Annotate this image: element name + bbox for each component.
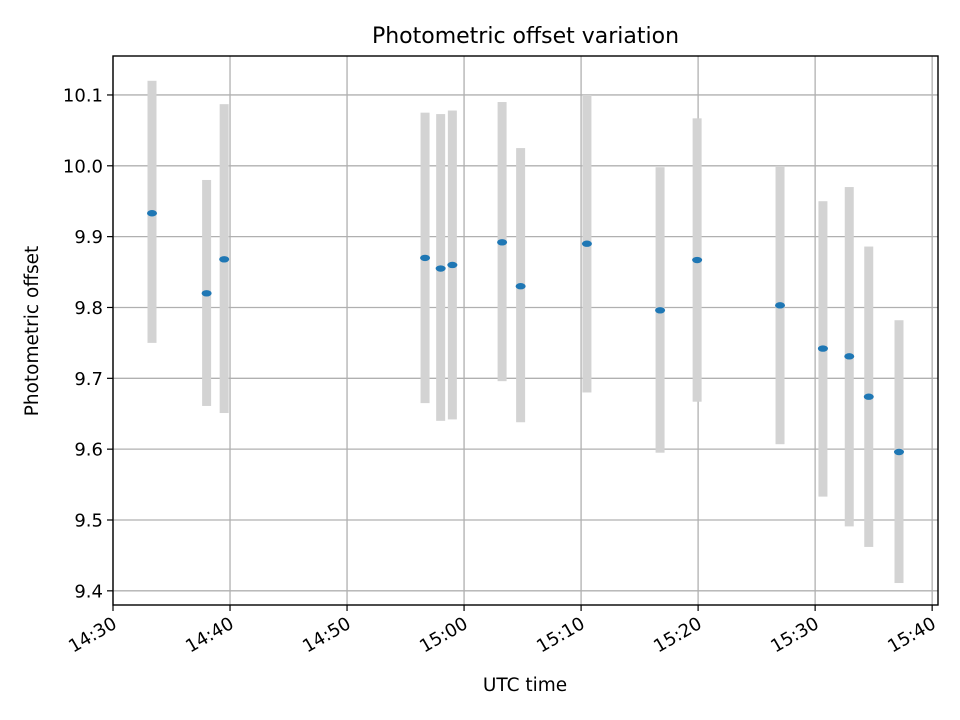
y-tick-label: 10.1 — [63, 85, 103, 106]
data-point — [447, 261, 458, 269]
y-tick-label: 9.4 — [74, 581, 103, 602]
data-markers — [147, 210, 904, 456]
chart-title: Photometric offset variation — [372, 24, 679, 49]
y-tick-label: 9.7 — [74, 369, 103, 390]
y-tick-label: 9.6 — [74, 440, 103, 461]
y-tick-label: 9.8 — [74, 298, 103, 319]
data-point — [775, 302, 786, 309]
data-point — [420, 254, 431, 262]
y-axis-ticks: 9.4 9.5 9.6 9.7 9.8 9.9 10.0 10.1 — [63, 85, 113, 602]
data-point — [497, 239, 508, 246]
data-point — [147, 210, 158, 217]
y-tick-label: 9.9 — [74, 227, 103, 248]
data-point — [219, 256, 230, 263]
data-point — [581, 240, 592, 247]
y-tick-label: 9.5 — [74, 510, 103, 531]
data-point — [844, 353, 855, 360]
y-axis-label: Photometric offset — [22, 246, 43, 417]
data-point — [893, 448, 904, 456]
data-point — [435, 265, 446, 272]
data-point — [692, 256, 703, 264]
y-tick-label: 10.0 — [63, 156, 103, 177]
data-point — [817, 345, 828, 352]
data-point — [515, 283, 526, 290]
x-axis-label: UTC time — [483, 675, 567, 696]
data-point — [655, 307, 666, 314]
data-point — [201, 290, 212, 297]
plot-frame — [112, 55, 939, 606]
data-point — [863, 393, 874, 400]
